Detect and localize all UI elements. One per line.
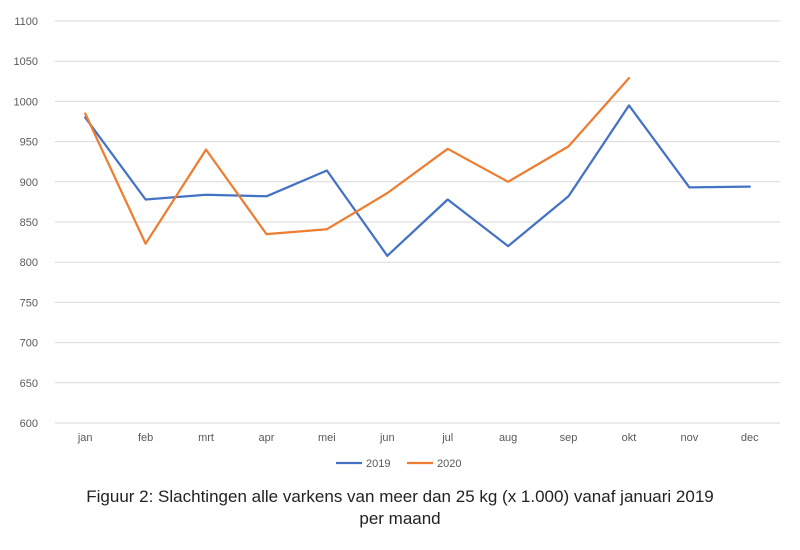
x-tick-label: jan xyxy=(77,432,93,444)
legend-label-2019: 2019 xyxy=(366,458,390,470)
y-axis-tick-labels: 600 650 700 750 800 850 900 950 1000 1050 1100 xyxy=(14,16,38,430)
gridlines xyxy=(55,20,780,424)
y-tick-label: 950 xyxy=(20,137,38,149)
series-line-2019 xyxy=(84,104,751,257)
y-tick-label: 750 xyxy=(20,297,38,309)
y-tick-label: 1050 xyxy=(14,56,38,68)
line-chart: 600 650 700 750 800 850 900 950 1000 1050 1100 jan… xyxy=(14,16,780,470)
x-tick-label: apr xyxy=(259,432,275,444)
x-tick-label: mei xyxy=(318,432,336,444)
caption-line-2: per maand xyxy=(359,509,441,528)
y-tick-label: 650 xyxy=(20,378,38,390)
x-tick-label: nov xyxy=(681,432,699,444)
x-tick-label: dec xyxy=(741,432,759,444)
caption-line-1: Figuur 2: Slachtingen alle varkens van m… xyxy=(86,487,714,506)
x-axis-tick-labels: jan feb mrt apr mei jun jul aug sep okt nov dec xyxy=(77,432,759,444)
x-tick-label: mrt xyxy=(198,432,214,444)
figure-caption: Figuur 2: Slachtingen alle varkens van m… xyxy=(0,486,800,530)
x-tick-label: feb xyxy=(138,432,153,444)
x-tick-label: jul xyxy=(441,432,453,444)
y-tick-label: 1100 xyxy=(14,16,38,28)
y-tick-label: 850 xyxy=(20,217,38,229)
series-lines xyxy=(84,76,751,257)
y-tick-label: 900 xyxy=(20,177,38,189)
y-tick-label: 1000 xyxy=(14,96,38,108)
x-tick-label: jun xyxy=(379,432,395,444)
x-tick-label: aug xyxy=(499,432,517,444)
y-tick-label: 600 xyxy=(20,418,38,430)
y-tick-label: 700 xyxy=(20,338,38,350)
legend-label-2020: 2020 xyxy=(437,458,461,470)
x-tick-label: sep xyxy=(560,432,578,444)
x-tick-label: okt xyxy=(622,432,637,444)
series-line-2020 xyxy=(84,76,631,245)
legend: 2019 2020 xyxy=(336,458,461,470)
y-tick-label: 800 xyxy=(20,257,38,269)
